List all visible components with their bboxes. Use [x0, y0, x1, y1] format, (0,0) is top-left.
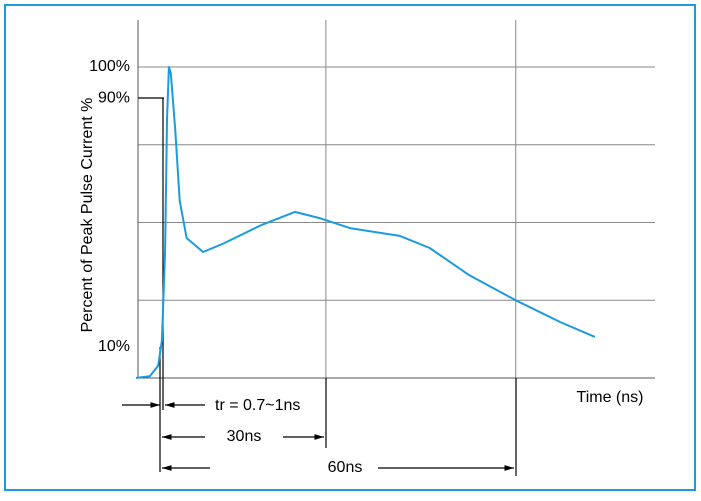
annotation: 60ns	[328, 459, 363, 476]
data-line	[135, 66, 596, 379]
frame	[4, 4, 696, 491]
y-tick-label: 100%	[89, 58, 130, 75]
dimension-lines	[122, 97, 517, 476]
x-axis-title: Time (ns)	[577, 389, 644, 406]
y-tick-label: 10%	[98, 338, 130, 355]
y-axis-title: Percent of Peak Pulse Current %	[79, 98, 96, 333]
annotation: 30ns	[227, 428, 262, 445]
y-tick-label: 90%	[98, 89, 130, 106]
annotation: tr = 0.7~1ns	[215, 397, 300, 414]
